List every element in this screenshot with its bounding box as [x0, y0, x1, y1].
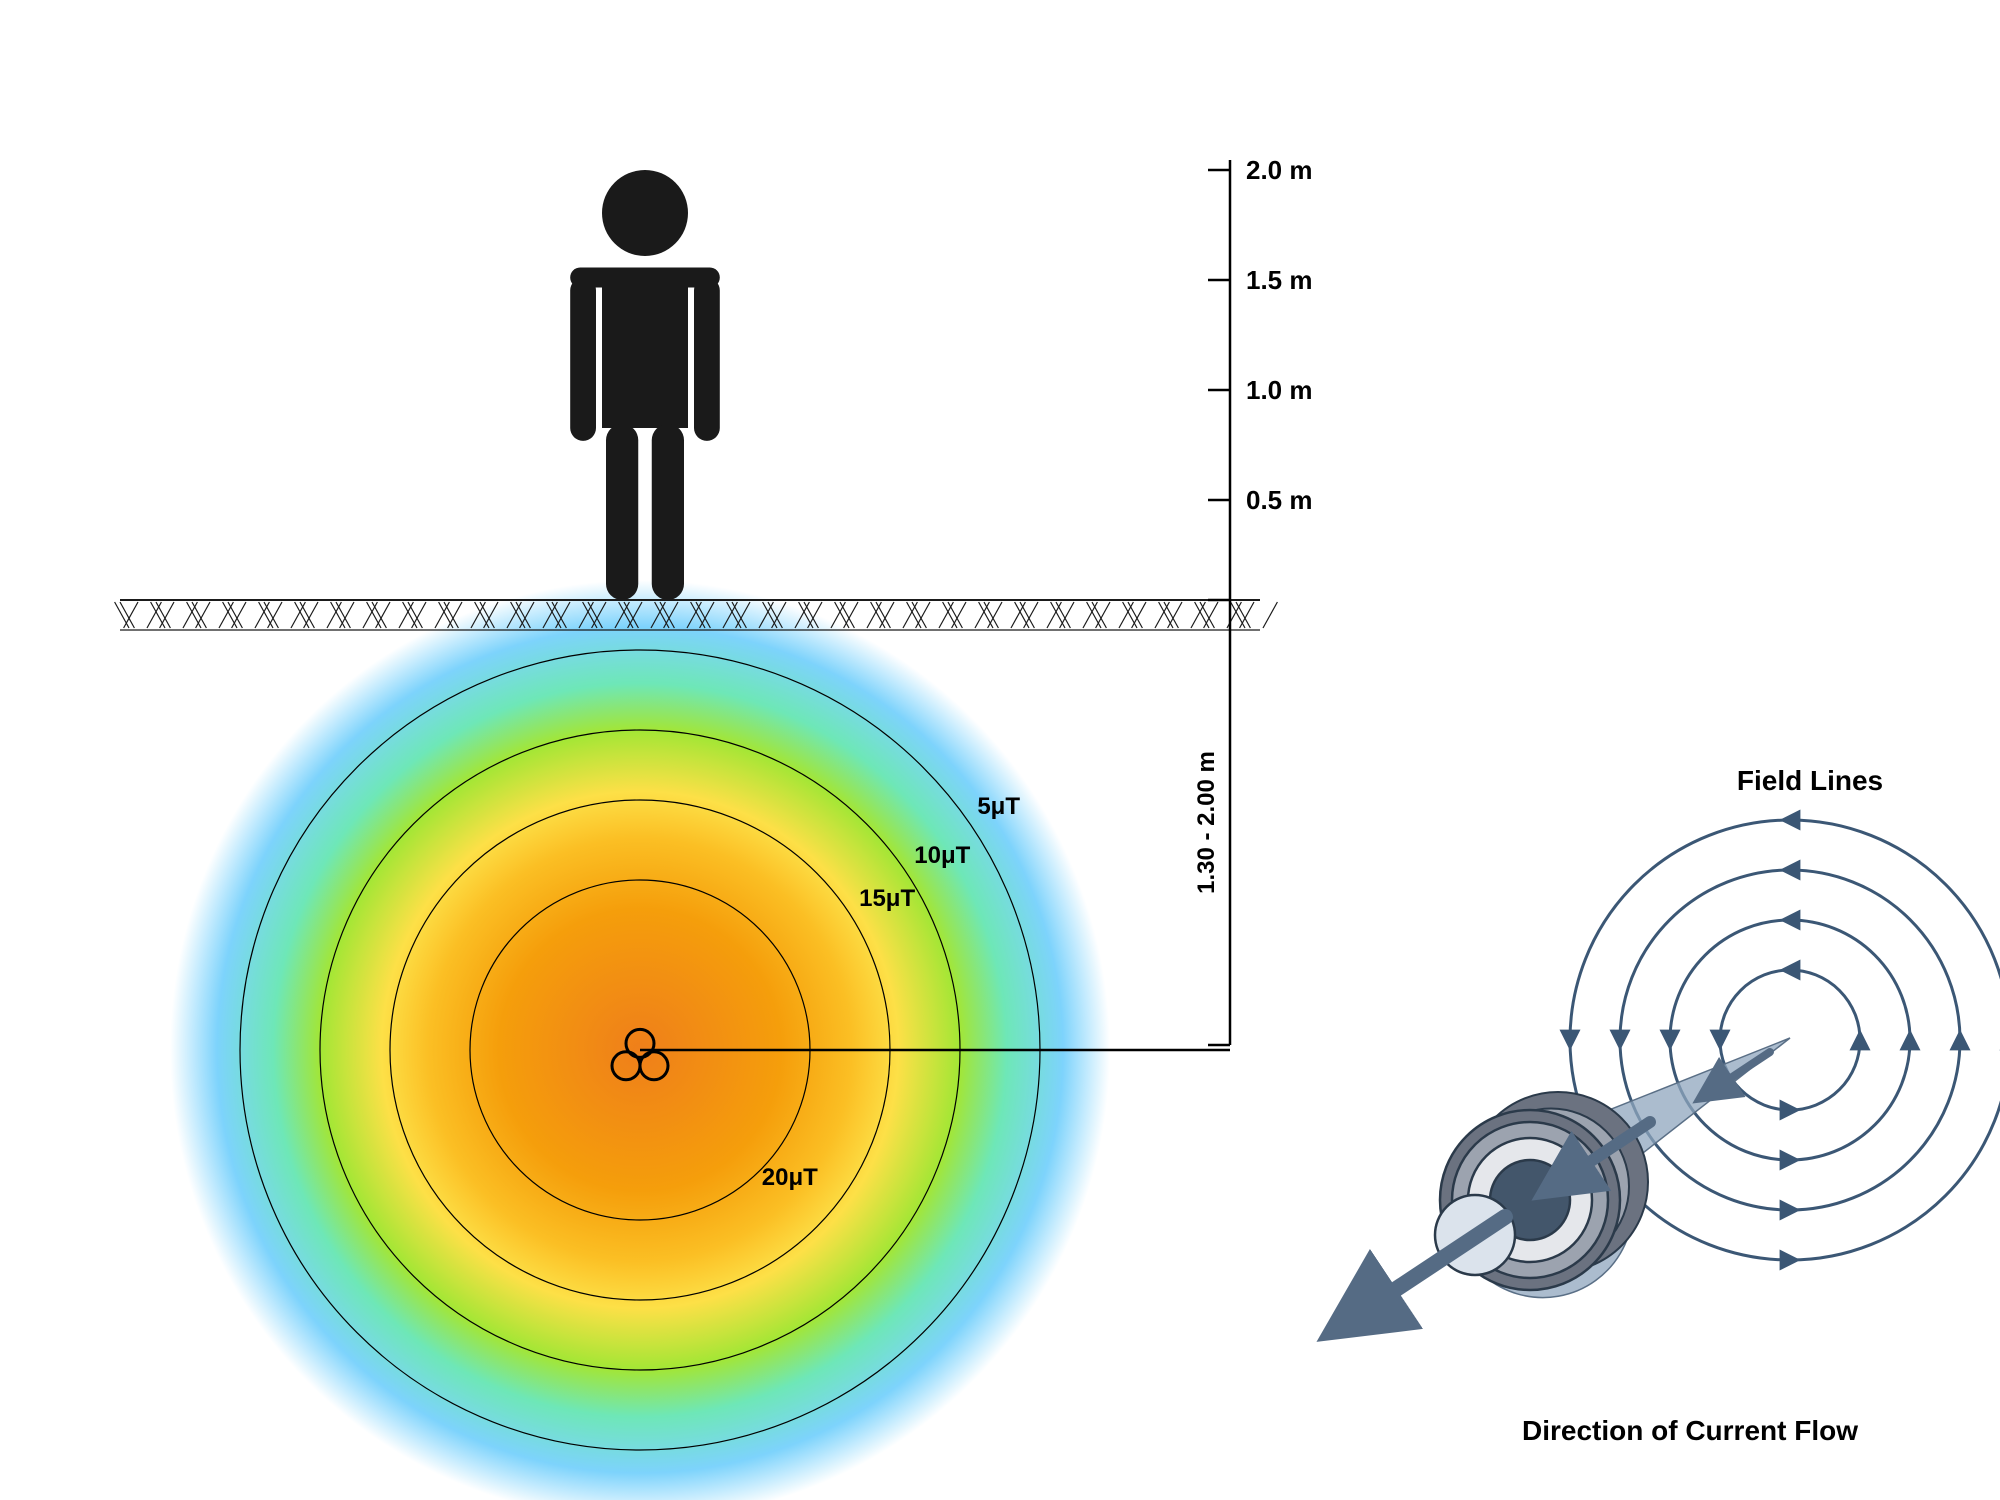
- scale-tick-label: 1.5 m: [1246, 265, 1313, 295]
- inset-title-top: Field Lines: [1737, 765, 1883, 796]
- burial-depth-label: 1.30 - 2.00 m: [1193, 751, 1220, 894]
- person-icon: [570, 170, 720, 600]
- field-heatmap: [170, 580, 1110, 1500]
- contour-label: 10μT: [914, 842, 970, 869]
- inset-title-bottom: Direction of Current Flow: [1522, 1415, 1858, 1446]
- contour-label: 20μT: [762, 1164, 818, 1191]
- field-line-ring: [1720, 970, 1860, 1110]
- main-cross-section: 20μT 15μT 10μT 5μT 0.5 m 1.0 m 1.5 m 2.0 m 1.30 …: [115, 155, 1313, 1500]
- field-lines-inset: Field Lines Direction of Current Flow: [1381, 765, 2000, 1446]
- field-line-ring: [1670, 920, 1910, 1160]
- scale-tick-label: 1.0 m: [1246, 375, 1313, 405]
- contour-label: 5μT: [977, 793, 1020, 820]
- scale-tick-label: 2.0 m: [1246, 155, 1313, 185]
- contour-label: 15μT: [859, 885, 915, 912]
- scale-tick-label: 0.5 m: [1246, 485, 1313, 515]
